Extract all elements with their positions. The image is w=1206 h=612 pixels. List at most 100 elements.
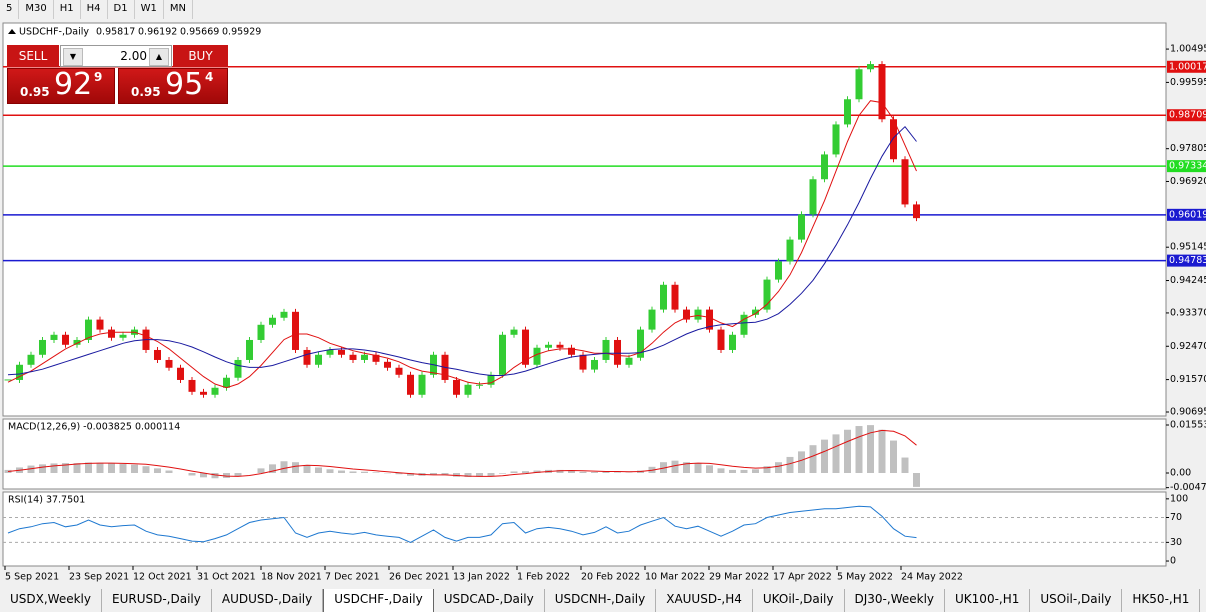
macd-bar — [729, 469, 736, 473]
timeframe-button[interactable]: M30 — [19, 0, 54, 19]
candle — [648, 309, 656, 330]
macd-bar — [706, 465, 713, 473]
sell-button[interactable]: SELL — [7, 45, 59, 67]
candle — [292, 311, 299, 350]
indicator-title: MACD(12,26,9) -0.003825 0.000114 — [8, 422, 180, 433]
timeframe-toolbar: 5 M30 H1 H4 D1 W1 MN — [0, 0, 193, 19]
bid-main: 92 — [54, 67, 93, 102]
macd-bar — [108, 463, 115, 473]
candle — [108, 329, 115, 338]
candle — [372, 354, 380, 362]
chart-tab[interactable]: XAUUSD-,H4 — [656, 589, 753, 612]
candle — [775, 261, 782, 280]
y-tick-label: 0.92470 — [1170, 341, 1206, 352]
lot-field[interactable]: ▼ 2.00 ▲ — [60, 45, 172, 67]
bid-big: 0.95 — [20, 85, 50, 99]
y-tick-label: -0.00474 — [1170, 482, 1206, 493]
candle — [568, 347, 575, 355]
level-label-box — [1167, 254, 1206, 267]
y-tick-label: 0.99595 — [1170, 77, 1206, 88]
chart-tab[interactable]: UKOil-,Daily — [753, 589, 845, 612]
one-click-trading-panel: SELL ▼ 2.00 ▲ BUY 0.95 92 9 0.95 95 4 — [7, 45, 228, 104]
lot-decrease[interactable]: ▼ — [63, 48, 83, 66]
chart-tab[interactable]: EURUSD-,Daily — [102, 589, 212, 612]
candle — [476, 384, 483, 386]
x-tick-label: 31 Oct 2021 — [197, 572, 256, 583]
candle — [119, 334, 127, 338]
macd-bar — [591, 472, 598, 473]
candle — [246, 339, 253, 360]
x-tick-label: 13 Jan 2022 — [453, 572, 510, 583]
chart-tab[interactable]: HK50-,H1 — [1122, 589, 1201, 612]
bid-price[interactable]: 0.95 92 9 — [7, 67, 115, 104]
chart-tab[interactable]: AUDUSD-,Daily — [212, 589, 324, 612]
macd-bar — [844, 429, 851, 473]
chart-tab[interactable]: USDCAD-,Daily — [434, 589, 545, 612]
candle — [913, 204, 920, 219]
timeframe-button[interactable]: W1 — [135, 0, 164, 19]
timeframe-button[interactable]: MN — [164, 0, 193, 19]
timeframe-button[interactable]: D1 — [108, 0, 135, 19]
level-label-box — [1167, 60, 1206, 73]
candle — [706, 309, 713, 330]
x-tick-label: 26 Dec 2021 — [389, 572, 450, 583]
macd-bar — [349, 471, 357, 473]
macd-bar — [85, 462, 92, 473]
chart-tab[interactable]: UK100-,H1 — [945, 589, 1031, 612]
buy-button[interactable]: BUY — [173, 45, 228, 67]
macd-bar — [188, 472, 196, 476]
level-label: 0.98709 — [1169, 110, 1206, 121]
chart-tab[interactable]: USOil-,Daily — [1030, 589, 1123, 612]
y-tick-label: 70 — [1170, 512, 1182, 523]
candle — [545, 344, 552, 348]
x-tick-label: 5 Sep 2021 — [5, 572, 59, 583]
candle — [453, 379, 460, 395]
candle — [591, 359, 598, 370]
ask-sup: 4 — [205, 70, 214, 84]
macd-bar — [533, 470, 541, 473]
macd-bar — [62, 463, 69, 473]
macd-bar — [315, 467, 322, 473]
candle — [717, 329, 725, 350]
x-tick-label: 29 Mar 2022 — [709, 572, 769, 583]
chart-tab[interactable]: USDCNH-,Daily — [545, 589, 657, 612]
macd-bar — [717, 468, 725, 473]
indicator-title: RSI(14) 37.7501 — [8, 495, 85, 506]
candle — [211, 387, 219, 395]
x-tick-label: 17 Apr 2022 — [773, 572, 832, 583]
collapse-icon[interactable] — [8, 29, 16, 34]
timeframe-button[interactable]: H4 — [81, 0, 108, 19]
candle — [786, 239, 794, 262]
candle — [154, 349, 161, 360]
macd-bar — [671, 460, 679, 473]
y-tick-label: 0 — [1170, 556, 1176, 567]
macd-bar — [372, 472, 380, 473]
macd-panel — [2, 418, 1167, 490]
macd-bar — [821, 439, 828, 473]
candle — [683, 309, 690, 320]
candle — [177, 367, 184, 380]
candle — [50, 334, 58, 340]
macd-bar — [890, 440, 897, 473]
x-tick-label: 23 Sep 2021 — [69, 572, 129, 583]
lot-increase[interactable]: ▲ — [149, 48, 169, 66]
moving-average — [7, 100, 917, 389]
chart-tab[interactable]: DJ30-,Weekly — [845, 589, 946, 612]
candle — [625, 357, 633, 365]
macd-bar — [683, 462, 690, 473]
candle — [487, 374, 495, 385]
ask-price[interactable]: 0.95 95 4 — [118, 67, 228, 104]
chart-tab[interactable]: USDCHF-,Daily — [323, 589, 434, 612]
macd-bar — [96, 462, 104, 473]
candle — [464, 384, 472, 395]
x-tick-label: 24 May 2022 — [901, 572, 963, 583]
macd-bar — [326, 469, 334, 473]
candle — [533, 347, 541, 365]
chart-tab[interactable]: USDX,Weekly — [0, 589, 102, 612]
macd-bar — [430, 472, 437, 475]
timeframe-button[interactable]: H1 — [54, 0, 81, 19]
timeframe-button[interactable]: 5 — [0, 0, 20, 19]
macd-bar — [407, 472, 414, 476]
macd-bar — [510, 471, 518, 473]
